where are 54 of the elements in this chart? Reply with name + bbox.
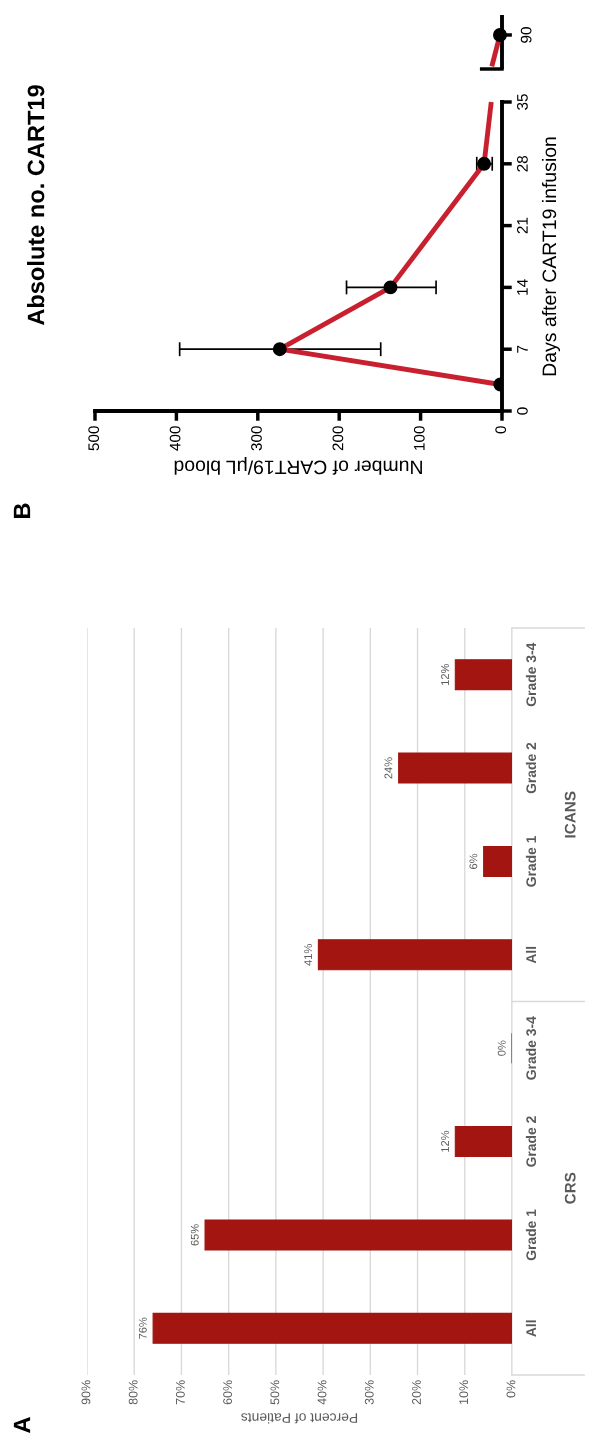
y-tick-label: Grade 3-4 [525,642,537,707]
x-tick-label: 100 [413,426,425,450]
y-tick-label: 28 [516,155,528,172]
text: 90 [520,27,532,43]
x-axis-title: Number of CART19/μL blood [174,456,422,475]
bar [483,845,512,877]
data-label: 12% [441,663,449,685]
x-tick-label: 30% [364,1380,374,1405]
x-axis-title: Percent of Patients [241,1413,358,1424]
bar [454,1126,512,1158]
data-label: 65% [190,1224,199,1246]
y-tick-label: Grade 2 [525,742,537,794]
text: Absolute no. CART19 [27,85,45,326]
x-tick-label: 500 [88,426,100,451]
x-tick-label: 10% [459,1380,469,1404]
x-tick-label: 90% [81,1380,91,1405]
x-tick-label: 200 [332,426,344,451]
y-tick-label: 21 [516,217,528,234]
y-tick-label: All [525,946,536,964]
x-tick-label: 0 [495,426,507,434]
x-tick-label: 300 [251,426,262,451]
x-tick-label: 400 [169,426,181,451]
bar [204,1219,512,1251]
text: B [13,503,31,518]
data-label: 41% [304,944,312,966]
data-label: 6% [469,853,478,869]
y-tick-label: Grade 1 [525,1209,537,1261]
data-label: 76% [138,1317,147,1339]
x-tick-label: 60% [223,1380,233,1405]
data-label: 24% [384,757,393,779]
bar [152,1312,512,1344]
y-tick-label: Grade 3-4 [525,1016,537,1080]
x-tick-label: 70% [175,1380,185,1405]
data-label: 0% [497,1040,506,1056]
text: A [13,1417,31,1433]
x-tick-label: 50% [270,1380,280,1405]
y-tick-label: Grade 1 [525,835,537,887]
y-tick-label: Grade 2 [525,1116,537,1167]
y-tick-label: 7 [517,345,528,353]
x-tick-label: 0% [506,1380,516,1398]
y-tick-label: All [525,1320,536,1337]
x-tick-label: 20% [412,1380,421,1405]
y-tick-label: 0 [516,407,528,415]
y-axis-title: Days after CART19 infusion [541,137,561,376]
y-tick-label: 35 [516,94,528,110]
data-label: 12% [441,1130,449,1152]
x-tick-label: 40% [317,1380,327,1405]
text: CRS [564,1172,576,1204]
bar [398,752,512,784]
bar [454,659,512,691]
x-tick-label: 80% [128,1380,138,1405]
y-tick-label: 14 [517,279,528,295]
bar [317,939,512,971]
text: ICANS [564,791,576,838]
